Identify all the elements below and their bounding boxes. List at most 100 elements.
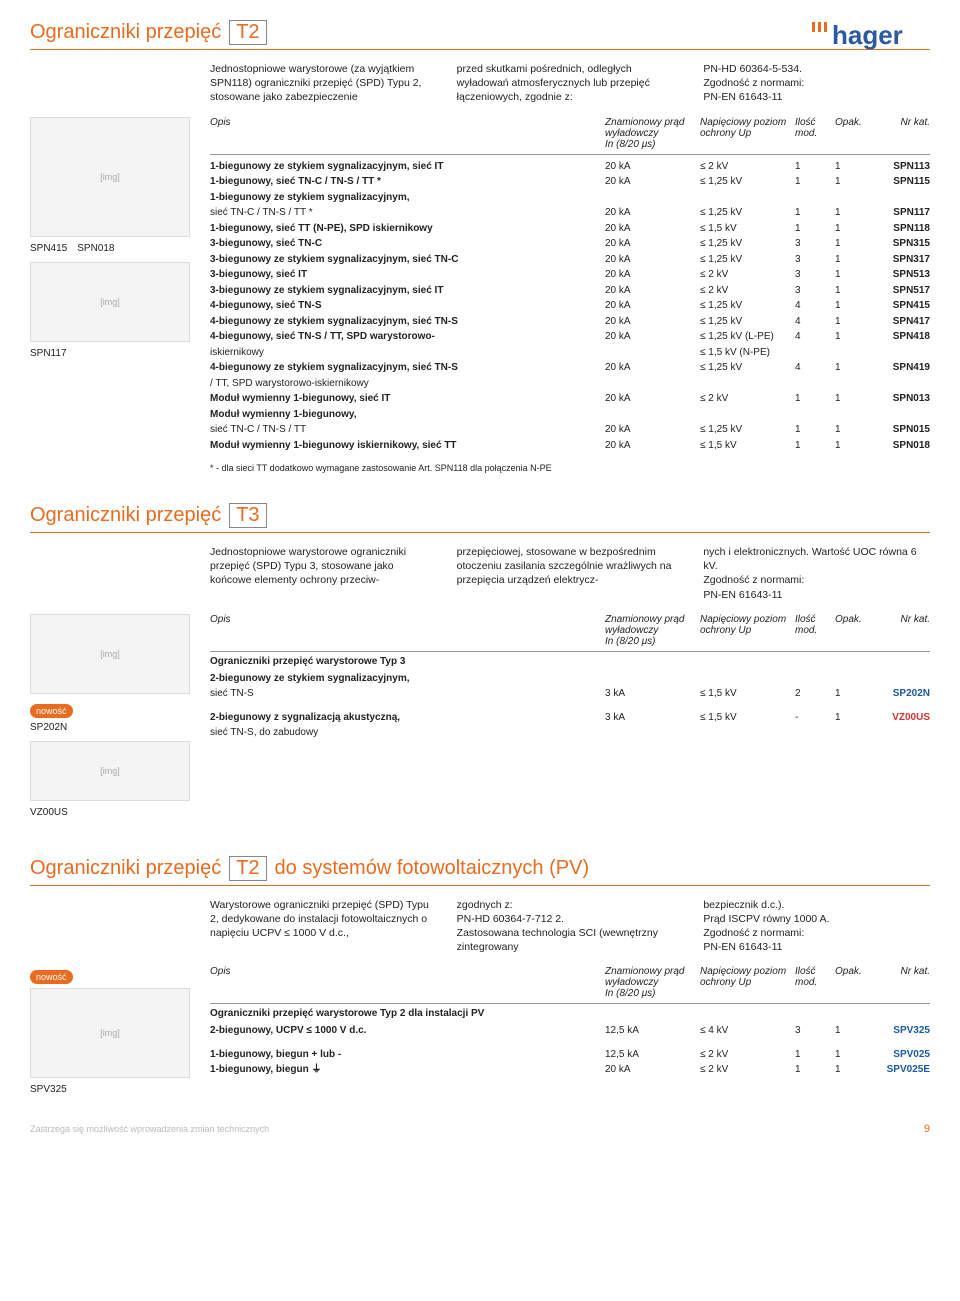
cell-prad: 20 kA	[605, 253, 700, 267]
cell-opis: 1-biegunowy, biegun ⏚	[210, 1063, 605, 1077]
cell-nap: ≤ 1,25 kV	[700, 423, 795, 437]
svg-text:hager: hager	[832, 20, 903, 50]
table-row: 3-biegunowy, sieć IT20 kA≤ 2 kV31SPN513	[210, 267, 930, 283]
cell-kat: SPN018	[875, 439, 930, 453]
cell-kat: SPV025	[875, 1048, 930, 1062]
cell-nap: ≤ 4 kV	[700, 1024, 795, 1038]
cell-ilosc: 1	[795, 1063, 835, 1077]
cell-kat: SPN513	[875, 268, 930, 282]
cell-nap	[700, 408, 795, 422]
section1-images: [img] SPN415 SPN018 [img] SPN117	[30, 117, 190, 454]
cell-nap	[700, 726, 795, 740]
cell-opak	[835, 672, 875, 686]
cell-kat: SPV025E	[875, 1063, 930, 1077]
cell-nap: ≤ 2 kV	[700, 284, 795, 298]
section1-footnote: * - dla sieci TT dodatkowo wymagane zast…	[210, 463, 930, 473]
cell-prad: 20 kA	[605, 423, 700, 437]
cell-nap: ≤ 1,5 kV	[700, 222, 795, 236]
cell-opak: 1	[835, 1063, 875, 1077]
cell-prad: 20 kA	[605, 175, 700, 189]
cell-nap: ≤ 1,5 kV (N-PE)	[700, 346, 795, 360]
cell-opis: Moduł wymienny 1-biegunowy iskiernikowy,…	[210, 439, 605, 453]
cell-opak: 1	[835, 237, 875, 251]
cell-ilosc: 1	[795, 175, 835, 189]
cell-ilosc: 4	[795, 299, 835, 313]
section1-table: Opis Znamionowy prąd wyładowczy In (8/20…	[210, 117, 930, 454]
cell-prad: 20 kA	[605, 222, 700, 236]
cell-opak	[835, 377, 875, 391]
nowosc-badge: nowość	[30, 704, 73, 718]
cell-opak: 1	[835, 222, 875, 236]
section2-subheader: Ograniczniki przepięć warystorowe Typ 3	[210, 656, 930, 667]
cell-prad: 20 kA	[605, 1063, 700, 1077]
cell-prad	[605, 346, 700, 360]
cell-ilosc	[795, 346, 835, 360]
intro2-col1: Jednostopniowe warystorowe ograniczniki …	[210, 545, 437, 602]
cell-opak: 1	[835, 439, 875, 453]
table-row: 4-biegunowy, sieć TN-S20 kA≤ 1,25 kV41SP…	[210, 298, 930, 314]
table-row: sieć TN-S3 kA≤ 1,5 kV21SP202N	[210, 686, 930, 702]
cell-ilosc	[795, 726, 835, 740]
section1-title-text: Ograniczniki przepięć	[30, 21, 221, 44]
cell-nap	[700, 377, 795, 391]
cell-nap: ≤ 1,25 kV	[700, 206, 795, 220]
cell-kat: SPN115	[875, 175, 930, 189]
product-image-spn117: [img]	[30, 262, 190, 342]
cell-prad	[605, 377, 700, 391]
cell-ilosc: 3	[795, 237, 835, 251]
cell-opis: 1-biegunowy, sieć TT (N-PE), SPD iskiern…	[210, 222, 605, 236]
cell-opis: / TT, SPD warystorowo-iskiernikowy	[210, 377, 605, 391]
th-nap: Napięciowy poziom ochrony Up	[700, 117, 795, 150]
table-row: 4-biegunowy, sieć TN-S / TT, SPD warysto…	[210, 329, 930, 345]
cell-prad: 20 kA	[605, 160, 700, 174]
section1-title: Ograniczniki przepięć T2	[30, 20, 930, 45]
hager-logo-icon: hager	[810, 18, 930, 52]
cell-ilosc: 3	[795, 253, 835, 267]
cell-opak: 1	[835, 160, 875, 174]
section1-title-box: T2	[229, 20, 266, 45]
cell-prad: 20 kA	[605, 268, 700, 282]
th2-prad: Znamionowy prąd wyładowczy In (8/20 μs)	[605, 614, 700, 647]
footer-text: Zastrzega się możliwość wprowadzenia zmi…	[30, 1124, 269, 1134]
table-row: 1-biegunowy, sieć TN-C / TN-S / TT *20 k…	[210, 174, 930, 190]
cell-nap: ≤ 1,25 kV	[700, 253, 795, 267]
section1-rule	[30, 49, 930, 50]
cell-opak: 1	[835, 1048, 875, 1062]
table-row: / TT, SPD warystorowo-iskiernikowy	[210, 376, 930, 392]
cell-opis: 4-biegunowy, sieć TN-S / TT, SPD warysto…	[210, 330, 605, 344]
cell-ilosc: 4	[795, 315, 835, 329]
cell-nap: ≤ 1,5 kV	[700, 439, 795, 453]
cell-opis: 3-biegunowy, sieć IT	[210, 268, 605, 282]
cell-kat	[875, 377, 930, 391]
cell-opak: 1	[835, 299, 875, 313]
cell-ilosc: 1	[795, 439, 835, 453]
cell-kat	[875, 726, 930, 740]
cell-kat: VZ00US	[875, 711, 930, 725]
cell-opis: sieć TN-C / TN-S / TT	[210, 423, 605, 437]
cell-opis: 1-biegunowy ze stykiem sygnalizacyjnym,	[210, 191, 605, 205]
cell-nap: ≤ 2 kV	[700, 1063, 795, 1077]
table2-header: Opis Znamionowy prąd wyładowczy In (8/20…	[210, 614, 930, 652]
cell-prad: 12,5 kA	[605, 1024, 700, 1038]
page-number: 9	[924, 1123, 930, 1135]
cell-opak: 1	[835, 206, 875, 220]
cell-prad: 20 kA	[605, 315, 700, 329]
cell-prad: 20 kA	[605, 392, 700, 406]
cell-opis: 4-biegunowy ze stykiem sygnalizacyjnym, …	[210, 361, 605, 375]
intro-col1: Jednostopniowe warystorowe (za wyjątkiem…	[210, 62, 437, 105]
th3-ilosc: Ilość mod.	[795, 966, 835, 999]
th3-prad: Znamionowy prąd wyładowczy In (8/20 μs)	[605, 966, 700, 999]
section3-body: nowość [img] SPV325 Opis Znamionowy prąd…	[30, 966, 930, 1103]
th-ilosc: Ilość mod.	[795, 117, 835, 150]
section3-rule	[30, 885, 930, 886]
cell-opak: 1	[835, 392, 875, 406]
th-opak: Opak.	[835, 117, 875, 150]
cell-nap: ≤ 1,25 kV	[700, 237, 795, 251]
section3-title-suffix: do systemów fotowoltaicznych (PV)	[275, 857, 590, 880]
cell-prad: 3 kA	[605, 687, 700, 701]
table-row: 1-biegunowy ze stykiem sygnalizacyjnym,	[210, 190, 930, 206]
cell-nap: ≤ 2 kV	[700, 1048, 795, 1062]
table-row: Moduł wymienny 1-biegunowy,	[210, 407, 930, 423]
cell-ilosc: 3	[795, 268, 835, 282]
cell-opis: 3-biegunowy ze stykiem sygnalizacyjnym, …	[210, 253, 605, 267]
